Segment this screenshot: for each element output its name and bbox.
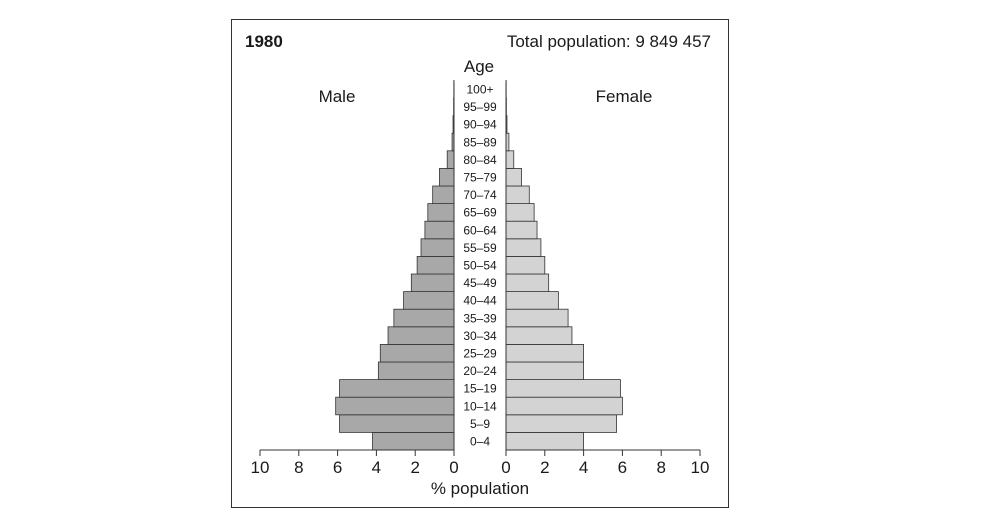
male-bar-15 bbox=[439, 167, 455, 187]
male-bar-2 bbox=[335, 396, 455, 416]
female-bar-3 bbox=[505, 379, 621, 398]
x-tick-label-left-1: 8 bbox=[294, 458, 303, 477]
male-bar-6 bbox=[387, 326, 455, 345]
age-group-label-12: 60–64 bbox=[463, 223, 497, 237]
age-group-label-10: 50–54 bbox=[463, 259, 497, 273]
x-tick-label-right-2: 4 bbox=[579, 458, 588, 477]
age-group-label-6: 30–34 bbox=[463, 329, 497, 343]
age-labels: 0–4 5–9 10–14 15–19 20–24 25–29 30–34 35–39 40–4… bbox=[463, 83, 497, 449]
female-bar-8 bbox=[505, 291, 559, 310]
male-bar-13 bbox=[427, 203, 455, 222]
x-tick-label-right-4: 8 bbox=[656, 458, 665, 477]
x-tick-label-left-0: 10 bbox=[251, 458, 270, 477]
female-bar-15 bbox=[505, 167, 522, 187]
age-axis-title: Age bbox=[464, 57, 494, 76]
x-tick-label-left-5: 0 bbox=[449, 458, 458, 477]
female-bar-0 bbox=[505, 431, 584, 451]
male-bar-5 bbox=[379, 343, 455, 363]
female-bar-4 bbox=[505, 361, 584, 381]
age-group-label-1: 5–9 bbox=[470, 417, 490, 431]
x-axis-ticks: 10 8 6 4 2 0 0 2 4 6 8 10 bbox=[251, 450, 710, 477]
female-bar-2 bbox=[505, 396, 623, 416]
total-population: Total population: 9 849 457 bbox=[507, 32, 711, 51]
pyramid-chart-frame: 1980 Total population: 9 849 457 Age Mal… bbox=[231, 19, 729, 508]
female-label: Female bbox=[596, 87, 653, 106]
age-group-label-9: 45–49 bbox=[463, 276, 497, 290]
male-bars bbox=[335, 80, 455, 451]
female-bar-1 bbox=[505, 414, 617, 433]
female-bar-5 bbox=[505, 343, 584, 363]
age-group-label-11: 55–59 bbox=[463, 241, 497, 255]
age-group-label-4: 20–24 bbox=[463, 364, 497, 378]
age-group-label-15: 75–79 bbox=[463, 171, 497, 185]
x-tick-label-right-3: 6 bbox=[618, 458, 627, 477]
male-bar-4 bbox=[377, 361, 455, 381]
female-bar-11 bbox=[505, 238, 542, 257]
female-bar-10 bbox=[505, 255, 546, 275]
age-group-label-14: 70–74 bbox=[463, 188, 497, 202]
age-group-label-18: 90–94 bbox=[463, 118, 497, 132]
male-bar-3 bbox=[339, 379, 455, 398]
age-group-label-3: 15–19 bbox=[463, 382, 497, 396]
age-group-label-20: 100+ bbox=[466, 83, 493, 97]
male-bar-7 bbox=[393, 308, 455, 328]
x-tick-label-left-4: 2 bbox=[410, 458, 419, 477]
age-group-label-0: 0–4 bbox=[470, 435, 490, 449]
male-bar-8 bbox=[403, 291, 455, 310]
male-bar-9 bbox=[410, 273, 455, 293]
age-group-label-5: 25–29 bbox=[463, 347, 497, 361]
male-bar-11 bbox=[420, 238, 455, 257]
male-bar-14 bbox=[432, 185, 455, 205]
x-tick-label-left-3: 4 bbox=[372, 458, 381, 477]
age-group-label-2: 10–14 bbox=[463, 399, 497, 413]
male-bar-12 bbox=[424, 220, 455, 240]
female-bar-9 bbox=[505, 273, 550, 293]
female-bar-14 bbox=[505, 185, 530, 205]
age-group-label-17: 85–89 bbox=[463, 135, 497, 149]
female-bars bbox=[505, 80, 623, 451]
x-tick-label-right-0: 0 bbox=[501, 458, 510, 477]
female-bar-16 bbox=[505, 150, 515, 169]
x-axis-label: % population bbox=[431, 479, 529, 498]
x-tick-label-right-1: 2 bbox=[540, 458, 549, 477]
age-group-label-7: 35–39 bbox=[463, 311, 497, 325]
x-tick-label-left-2: 6 bbox=[333, 458, 342, 477]
female-bar-7 bbox=[505, 308, 569, 328]
age-group-label-13: 65–69 bbox=[463, 206, 497, 220]
chart-year: 1980 bbox=[245, 32, 283, 51]
male-bar-16 bbox=[446, 150, 455, 169]
female-bar-13 bbox=[505, 203, 535, 222]
x-tick-label-right-5: 10 bbox=[691, 458, 710, 477]
female-bar-12 bbox=[505, 220, 538, 240]
female-bar-6 bbox=[505, 326, 573, 345]
age-group-label-16: 80–84 bbox=[463, 153, 497, 167]
male-bar-1 bbox=[339, 414, 455, 433]
male-label: Male bbox=[319, 87, 356, 106]
age-group-label-19: 95–99 bbox=[463, 100, 497, 114]
male-bar-10 bbox=[416, 255, 455, 275]
male-bar-0 bbox=[372, 431, 455, 451]
age-group-label-8: 40–44 bbox=[463, 294, 497, 308]
population-pyramid-chart: 1980 Total population: 9 849 457 Age Mal… bbox=[245, 32, 711, 498]
